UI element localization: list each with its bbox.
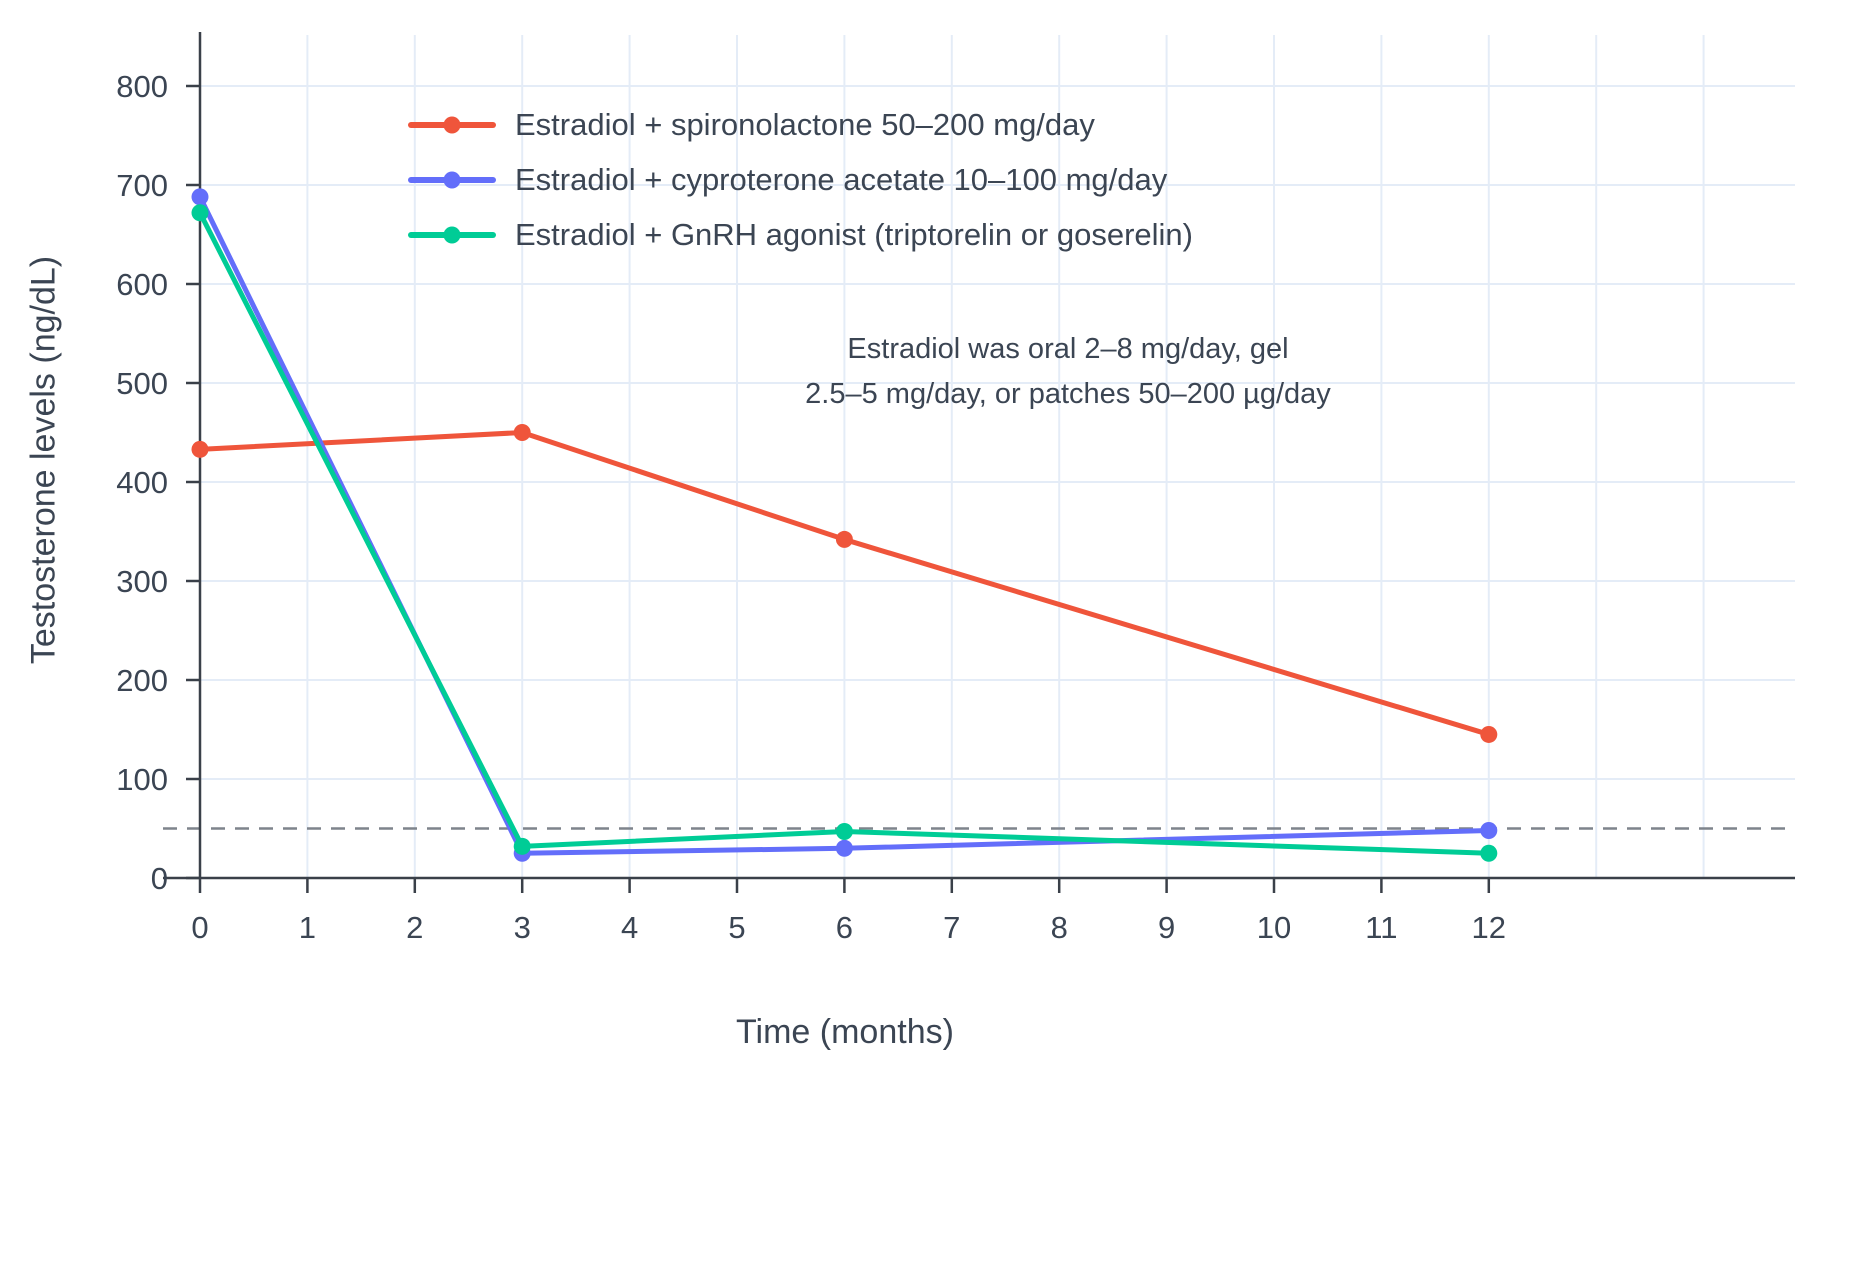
legend-item-spironolactone: Estradiol + spironolactone 50–200 mg/day bbox=[408, 106, 1193, 144]
data-point bbox=[513, 837, 531, 855]
data-point bbox=[191, 188, 209, 206]
data-point bbox=[1480, 725, 1498, 743]
annotation-line: Estradiol was oral 2–8 mg/day, gel bbox=[847, 333, 1289, 365]
y-tick-label: 200 bbox=[116, 663, 168, 698]
legend-swatch-line bbox=[408, 226, 496, 244]
x-tick-label: 9 bbox=[1158, 910, 1175, 945]
x-tick-label: 11 bbox=[1365, 910, 1397, 945]
series-line bbox=[197, 210, 1492, 856]
y-tick-label: 800 bbox=[116, 69, 168, 104]
y-tick-label: 300 bbox=[116, 564, 168, 599]
x-tick-label: 12 bbox=[1472, 910, 1506, 945]
data-point bbox=[835, 530, 853, 548]
y-axis-title: Testosterone levels (ng/dL) bbox=[24, 255, 63, 665]
legend-swatch-dot bbox=[443, 226, 461, 244]
x-tick-label: 6 bbox=[836, 910, 853, 945]
x-tick-label: 7 bbox=[943, 910, 960, 945]
x-tick-label: 10 bbox=[1257, 910, 1291, 945]
legend-item-gnrh-agonist: Estradiol + GnRH agonist (triptorelin or… bbox=[408, 216, 1193, 254]
x-tick-label: 2 bbox=[406, 910, 423, 945]
x-tick-label: 3 bbox=[514, 910, 531, 945]
x-tick-label: 0 bbox=[191, 910, 208, 945]
data-point bbox=[191, 440, 209, 458]
legend-label: Estradiol + GnRH agonist (triptorelin or… bbox=[515, 217, 1193, 252]
x-tick-label: 1 bbox=[299, 910, 316, 945]
data-point bbox=[1480, 844, 1498, 862]
y-tick-label: 100 bbox=[116, 762, 168, 797]
legend-label: Estradiol + spironolactone 50–200 mg/day bbox=[515, 107, 1095, 142]
annotation: Estradiol was oral 2–8 mg/day, gel 2.5–5… bbox=[760, 327, 1376, 417]
data-point bbox=[835, 822, 853, 840]
data-point bbox=[1480, 821, 1498, 839]
legend-item-cyproterone: Estradiol + cyproterone acetate 10–100 m… bbox=[408, 161, 1193, 199]
x-tick-label: 8 bbox=[1051, 910, 1068, 945]
data-point bbox=[835, 839, 853, 857]
annotation-line: 2.5–5 mg/day, or patches 50–200 µg/day bbox=[805, 377, 1331, 410]
y-tick-label: 400 bbox=[116, 465, 168, 500]
data-point bbox=[191, 204, 209, 222]
legend-label: Estradiol + cyproterone acetate 10–100 m… bbox=[515, 162, 1168, 197]
y-tick-label: 700 bbox=[116, 168, 168, 203]
legend: Estradiol + spironolactone 50–200 mg/day… bbox=[408, 106, 1193, 254]
legend-swatch-line bbox=[408, 171, 496, 189]
x-tick-label: 4 bbox=[621, 910, 638, 945]
y-tick-label: 0 bbox=[151, 861, 168, 896]
legend-swatch-dot bbox=[443, 171, 461, 189]
legend-swatch-line bbox=[408, 116, 496, 134]
y-tick-label: 500 bbox=[116, 366, 168, 401]
x-tick-label: 5 bbox=[728, 910, 745, 945]
series-line bbox=[197, 430, 1492, 737]
data-point bbox=[513, 424, 531, 441]
x-axis-title: Time (months) bbox=[736, 1013, 954, 1051]
y-tick-label: 600 bbox=[116, 267, 168, 302]
legend-swatch-dot bbox=[443, 116, 461, 134]
